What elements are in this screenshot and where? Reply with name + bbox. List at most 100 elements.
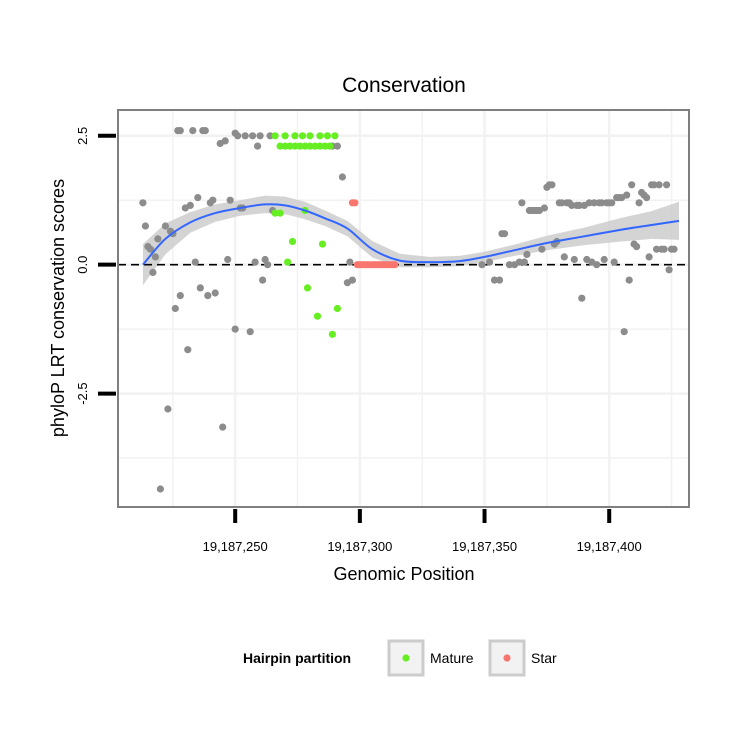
point-mature-9 — [291, 132, 299, 140]
point-mature-8 — [288, 237, 297, 246]
point-other-30 — [219, 423, 227, 431]
point-mature-16 — [306, 132, 314, 140]
point-other-89 — [578, 294, 586, 302]
point-mature-19 — [313, 312, 322, 320]
point-other-57 — [485, 258, 494, 266]
chart-title: Conservation — [342, 74, 466, 97]
smooth-trend-line — [142, 203, 680, 266]
point-other-97 — [598, 199, 606, 207]
point-other-98 — [600, 255, 608, 264]
point-mature-22 — [318, 240, 327, 248]
x-tick-label-1: 19,187,300 — [327, 539, 392, 554]
point-mature-12 — [298, 132, 307, 140]
point-other-51 — [333, 142, 341, 150]
point-other-33 — [226, 196, 234, 204]
legend-title: Hairpin partition — [243, 650, 351, 666]
point-other-67 — [523, 250, 531, 258]
point-other-40 — [246, 328, 254, 336]
y-tick-label-1: 0.0 — [75, 256, 90, 274]
y-tick-label-2: 2.5 — [75, 127, 90, 145]
point-mature-11 — [296, 142, 304, 150]
point-other-108 — [625, 276, 633, 284]
point-other-0 — [139, 199, 147, 207]
point-other-65 — [518, 199, 526, 207]
point-other-61 — [500, 230, 509, 238]
point-other-25 — [204, 292, 212, 300]
point-mature-27 — [331, 132, 339, 140]
point-other-107 — [623, 191, 631, 199]
point-other-1 — [141, 222, 149, 230]
point-other-56 — [478, 261, 486, 269]
smooth-line-layer — [142, 203, 680, 266]
point-mature-18 — [311, 142, 319, 150]
point-other-81 — [558, 199, 566, 207]
point-other-111 — [633, 243, 641, 251]
point-other-55 — [348, 276, 356, 284]
point-other-86 — [570, 255, 578, 264]
point-other-54 — [346, 258, 354, 266]
point-other-47 — [264, 261, 272, 269]
point-other-17 — [184, 346, 192, 354]
point-other-123 — [663, 181, 671, 189]
point-mature-10 — [291, 142, 299, 150]
y-axis-title: phyloP LRT conservation scores — [48, 179, 68, 437]
point-other-102 — [610, 258, 618, 266]
point-other-118 — [650, 181, 658, 189]
point-other-15 — [176, 292, 184, 300]
point-other-7 — [156, 485, 164, 493]
point-other-95 — [593, 261, 601, 269]
point-other-64 — [515, 258, 524, 266]
point-other-85 — [568, 201, 576, 209]
point-mature-1 — [271, 209, 279, 217]
point-other-116 — [645, 253, 653, 261]
point-other-39 — [241, 132, 249, 140]
point-mature-21 — [316, 142, 324, 150]
point-other-48 — [266, 132, 274, 140]
point-other-27 — [209, 196, 217, 204]
point-other-12 — [171, 304, 179, 313]
point-other-42 — [251, 258, 259, 266]
legend-marker-star — [503, 654, 511, 662]
point-other-62 — [505, 261, 514, 269]
point-other-9 — [164, 405, 172, 413]
point-mature-28 — [333, 304, 341, 313]
point-other-124 — [665, 266, 673, 274]
point-other-45 — [259, 276, 267, 284]
x-tick-label-0: 19,187,250 — [203, 539, 268, 554]
point-mature-17 — [306, 142, 314, 150]
grid — [118, 110, 689, 507]
point-mature-3 — [276, 209, 284, 217]
smooth-ribbon-layer — [142, 195, 679, 286]
point-other-18 — [186, 201, 194, 209]
point-other-109 — [628, 181, 636, 189]
point-other-106 — [620, 328, 628, 336]
point-mature-2 — [276, 142, 284, 150]
point-other-77 — [548, 181, 556, 189]
point-other-119 — [653, 245, 661, 253]
point-other-36 — [234, 132, 242, 140]
smooth-confidence-band — [142, 195, 679, 286]
point-other-6 — [154, 235, 162, 243]
axis-ticks: 19,187,250 19,187,300 19,187,350 19,187,400… — [75, 127, 642, 554]
point-other-94 — [590, 199, 598, 207]
point-other-8 — [161, 222, 169, 230]
point-mature-20 — [316, 132, 324, 140]
x-tick-label-2: 19,187,350 — [452, 539, 517, 554]
point-other-112 — [635, 199, 643, 207]
point-other-31 — [221, 137, 229, 145]
point-other-122 — [660, 245, 668, 253]
point-other-126 — [670, 245, 678, 253]
point-other-82 — [560, 253, 568, 261]
points-layer — [139, 127, 678, 493]
point-mature-0 — [271, 132, 279, 140]
point-other-58 — [490, 276, 499, 284]
point-mature-13 — [301, 142, 309, 150]
point-mature-15 — [303, 284, 312, 292]
point-mature-26 — [328, 330, 336, 338]
point-other-115 — [643, 194, 651, 202]
legend-marker-mature — [402, 654, 410, 662]
point-other-5 — [151, 253, 159, 261]
point-other-34 — [231, 325, 239, 333]
point-other-19 — [189, 127, 197, 135]
